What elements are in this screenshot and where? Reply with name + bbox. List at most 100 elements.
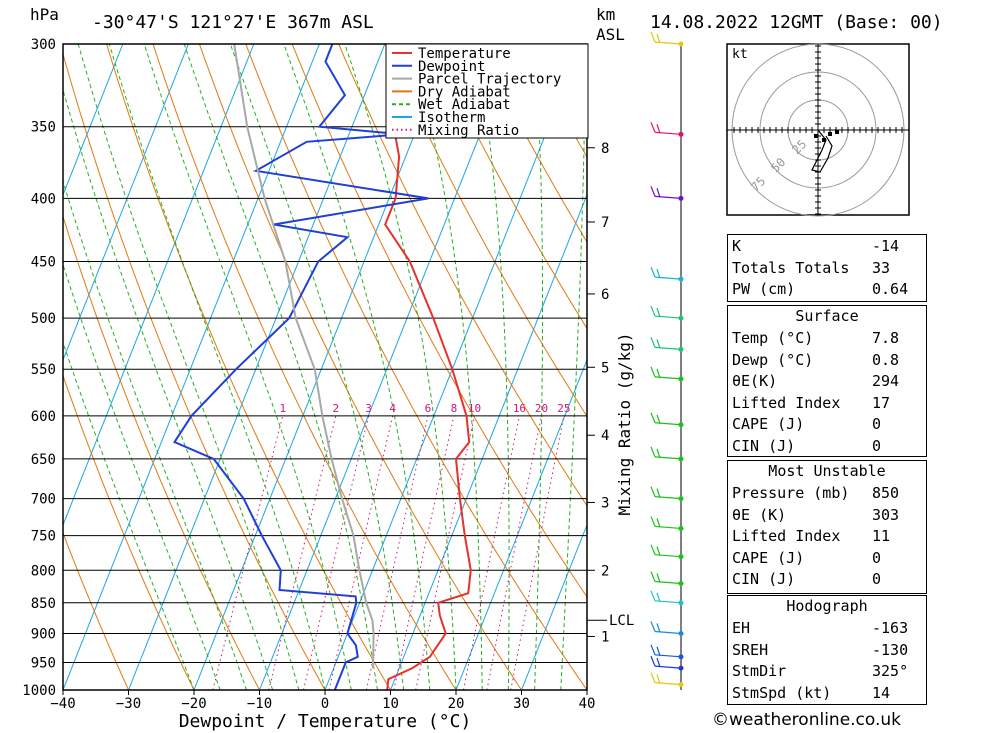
wind-barb-flag	[656, 623, 661, 633]
profile-parcel-trajectory	[233, 44, 375, 669]
location-title: -30°47'S 121°27'E 367m ASL	[92, 12, 374, 33]
surface-row: Lifted Index 17	[732, 393, 922, 414]
mixing-ratio-line	[415, 415, 475, 690]
wind-barb-flag	[656, 188, 661, 198]
x-tick-label: −40	[50, 696, 75, 712]
most-unstable-value: 0	[872, 548, 882, 567]
wet-adiabat-line	[475, 44, 510, 690]
hodograph-stat-row: StmDir 325°	[732, 661, 922, 682]
index-row: Totals Totals 33	[732, 258, 922, 279]
legend-label: Isotherm	[418, 110, 485, 126]
pressure-tick-label: 700	[31, 492, 56, 508]
most-unstable-row: CIN (J) 0	[732, 569, 922, 590]
surface-key: Dewp (°C)	[732, 350, 814, 369]
most-unstable-value: 303	[872, 505, 900, 524]
x-tick-label: −10	[247, 696, 272, 712]
height-ref-label: ASL	[596, 25, 625, 44]
mixing-ratio-label: 16	[513, 402, 526, 415]
surface-row: CIN (J) 0	[732, 436, 922, 457]
x-axis-title: Dewpoint / Temperature (°C)	[179, 711, 472, 732]
surface-value: 17	[872, 393, 891, 412]
wet-adiabat-line	[533, 44, 543, 690]
x-tick-label: −30	[116, 696, 141, 712]
dry-adiabat-line	[63, 52, 326, 690]
profile-temperature	[384, 44, 472, 690]
surface-key: θE(K)	[732, 372, 778, 391]
x-tick-label: 20	[448, 696, 465, 712]
wind-barb-flag	[656, 268, 661, 279]
wind-barb-flag	[650, 516, 656, 527]
mixing-ratio-line	[303, 415, 370, 690]
index-key: K	[732, 237, 742, 255]
wind-barb-flag	[650, 337, 656, 348]
wind-barb-shaft	[654, 554, 682, 558]
x-tick-label: 40	[579, 696, 596, 712]
hodograph-point	[835, 130, 839, 134]
surface-title: Surface	[795, 307, 859, 325]
surface-row: θE(K) 294	[732, 371, 922, 392]
x-tick-label: 30	[513, 696, 530, 712]
wind-barb-flag	[656, 124, 661, 134]
indices-panel: K -14 Totals Totals 33 PW (cm) 0.64	[727, 234, 927, 302]
height-unit-label: km	[596, 5, 615, 24]
wind-barb-shaft	[654, 41, 682, 45]
surface-value: 294	[872, 372, 900, 391]
wind-barb-flag	[650, 621, 656, 632]
wind-barb-flag	[656, 546, 661, 556]
wind-barb-flag	[656, 307, 661, 318]
wind-barb-shaft	[654, 346, 682, 350]
pressure-tick-label: 1000	[22, 683, 56, 699]
pressure-tick-label: 650	[31, 452, 56, 468]
profile-dewpoint	[173, 44, 429, 690]
wind-barb-flag	[650, 366, 656, 378]
most-unstable-value: 11	[872, 527, 891, 546]
surface-row: CAPE (J) 0	[732, 414, 922, 435]
isotherm-line	[521, 523, 587, 690]
pressure-tick-label: 350	[31, 120, 56, 136]
hodograph-stat-value: -163	[872, 619, 909, 637]
mixing-ratio-label: 2	[332, 402, 339, 415]
wet-adiabat-line	[63, 341, 195, 690]
surface-row: Temp (°C) 7.8	[732, 328, 922, 349]
surface-row: Dewp (°C) 0.8	[732, 350, 922, 371]
wind-barb-flag	[650, 305, 656, 317]
most-unstable-key: Lifted Index	[732, 527, 841, 546]
legend-label: Wet Adiabat	[418, 97, 511, 113]
most-unstable-row: θE (K) 303	[732, 505, 922, 526]
index-value: 33	[872, 258, 891, 277]
surface-key: Temp (°C)	[732, 329, 814, 347]
wind-barb-flag	[650, 486, 656, 497]
dry-adiabat-line	[384, 44, 587, 418]
index-value: -14	[872, 237, 900, 255]
wind-barb-flag	[656, 657, 661, 668]
wind-barb-shaft	[654, 580, 682, 585]
wind-barb-shaft	[654, 131, 682, 135]
most-unstable-row: CAPE (J) 0	[732, 548, 922, 569]
surface-key: CIN (J)	[732, 437, 796, 455]
wind-barb-flag	[650, 31, 656, 43]
hodograph-stat-key: SREH	[732, 640, 769, 659]
km-tick-label: 7	[601, 215, 609, 231]
wind-barb-flag	[656, 518, 661, 528]
pressure-tick-label: 400	[31, 191, 56, 207]
hodograph-stat-row: StmSpd (kt) 14	[732, 683, 922, 704]
isotherm-line	[455, 358, 587, 690]
x-tick-label: −20	[181, 696, 206, 712]
index-row: PW (cm) 0.64	[732, 279, 922, 300]
wind-barb-flag	[650, 644, 656, 656]
credit-link[interactable]: ©weatheronline.co.uk	[712, 710, 902, 730]
wind-barb-shaft	[654, 682, 682, 686]
wet-adiabat-line	[108, 44, 326, 690]
dry-adiabat-line	[63, 374, 195, 690]
km-tick-label: 1	[601, 629, 609, 645]
index-key: PW (cm)	[732, 280, 796, 299]
wind-barb-flag	[656, 674, 661, 684]
hodograph-point	[814, 134, 818, 138]
most-unstable-panel: Most Unstable Pressure (mb) 850 θE (K) 303 L…	[727, 460, 927, 594]
x-tick-label: 0	[321, 696, 329, 712]
hodograph-stats-title: Hodograph	[786, 597, 868, 615]
wind-barb-flag	[656, 573, 661, 583]
dry-adiabat-line	[431, 44, 587, 330]
most-unstable-key: CIN (J)	[732, 570, 796, 589]
